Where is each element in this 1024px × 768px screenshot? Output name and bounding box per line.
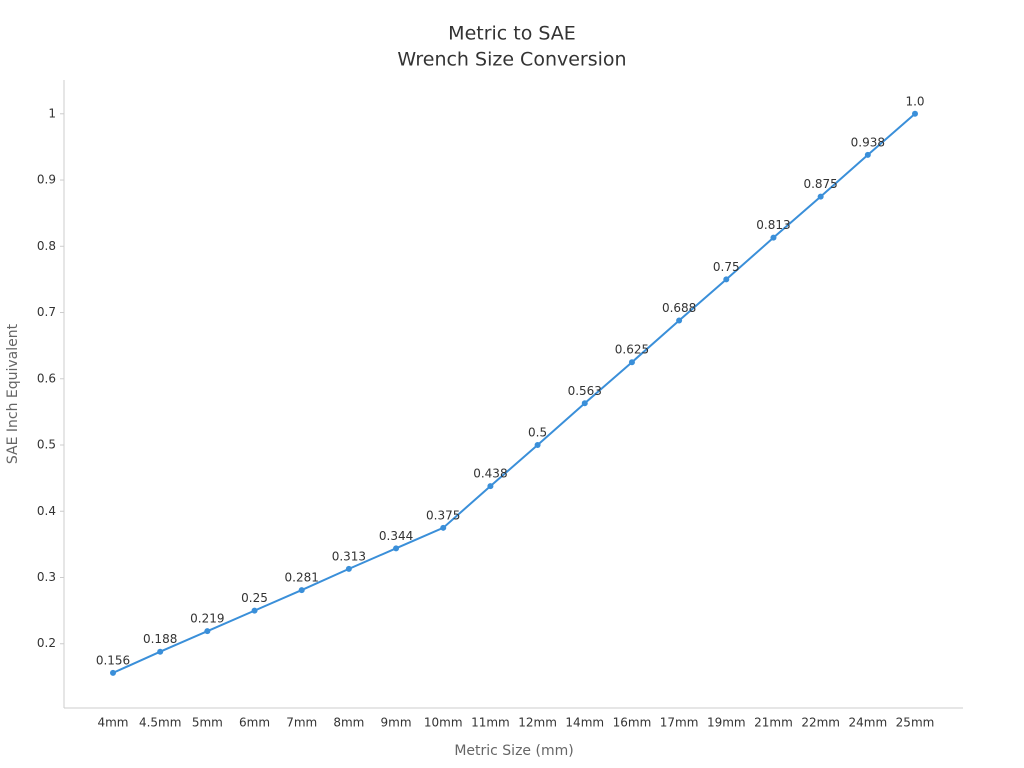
y-tick-label: 0.8 (37, 239, 56, 253)
point (912, 110, 918, 117)
data-label: 1.0 (905, 94, 924, 108)
data-label: 0.438 (473, 467, 507, 481)
y-tick-label: 0.3 (37, 570, 56, 584)
data-label: 0.5 (528, 426, 547, 440)
x-tick-label: 7mm (286, 716, 317, 730)
data-label: 0.813 (756, 218, 790, 232)
y-tick-label: 1 (48, 106, 56, 120)
y-tick-label: 0.5 (37, 438, 56, 452)
data-label: 0.875 (803, 177, 837, 191)
point (393, 545, 400, 552)
y-tick-label: 0.6 (37, 371, 56, 385)
x-tick-label: 8mm (333, 716, 364, 730)
x-tick-label: 17mm (660, 716, 699, 730)
point (157, 648, 164, 655)
point (723, 276, 730, 283)
data-label: 0.219 (190, 612, 224, 626)
point (345, 565, 352, 572)
data-label: 0.25 (241, 591, 268, 605)
x-tick-label: 19mm (707, 716, 746, 730)
point (110, 669, 116, 676)
x-tick-label: 14mm (565, 716, 604, 730)
point (204, 628, 211, 635)
data-label: 0.625 (615, 343, 649, 357)
line (112, 113, 916, 674)
point (487, 483, 494, 490)
data-label: 0.375 (426, 508, 460, 522)
y-axis-label: SAE Inch Equivalent (5, 323, 21, 464)
x-tick-label: 9mm (381, 716, 412, 730)
x-tick-label: 4mm (97, 716, 128, 730)
data-label: 0.938 (851, 135, 885, 149)
x-tick-label: 21mm (754, 716, 793, 730)
point (298, 587, 305, 594)
chart-title: Metric to SAE (448, 23, 576, 45)
point (770, 234, 777, 241)
point (251, 607, 258, 614)
data-label: 0.281 (285, 571, 319, 585)
x-tick-label: 11mm (471, 716, 510, 730)
data-label: 0.75 (713, 260, 740, 274)
y-tick-label: 0.7 (37, 305, 56, 319)
x-tick-label: 12mm (518, 716, 557, 730)
data-label: 0.688 (662, 301, 696, 315)
y-tick-label: 0.4 (37, 504, 56, 518)
point (676, 317, 683, 324)
data-label: 0.563 (568, 384, 602, 398)
point (534, 442, 541, 449)
x-tick-label: 25mm (896, 716, 935, 730)
point (581, 400, 588, 407)
data-label: 0.344 (379, 529, 413, 543)
x-tick-label: 4.5mm (139, 716, 181, 730)
data-label: 0.156 (96, 653, 130, 667)
point (817, 193, 824, 200)
data-label: 0.188 (143, 632, 177, 646)
y-tick-label: 0.9 (37, 173, 56, 187)
point (440, 524, 447, 531)
x-tick-label: 10mm (424, 716, 463, 730)
point (864, 151, 871, 158)
x-axis-label: Metric Size (mm) (454, 743, 573, 759)
x-tick-label: 22mm (801, 716, 840, 730)
x-tick-label: 6mm (239, 716, 270, 730)
data-label: 0.313 (332, 549, 366, 563)
x-tick-label: 24mm (848, 716, 887, 730)
chart-title: Wrench Size Conversion (397, 49, 626, 71)
x-tick-label: 16mm (613, 716, 652, 730)
point (628, 359, 635, 366)
y-tick-label: 0.2 (37, 636, 56, 650)
x-tick-label: 5mm (192, 716, 223, 730)
